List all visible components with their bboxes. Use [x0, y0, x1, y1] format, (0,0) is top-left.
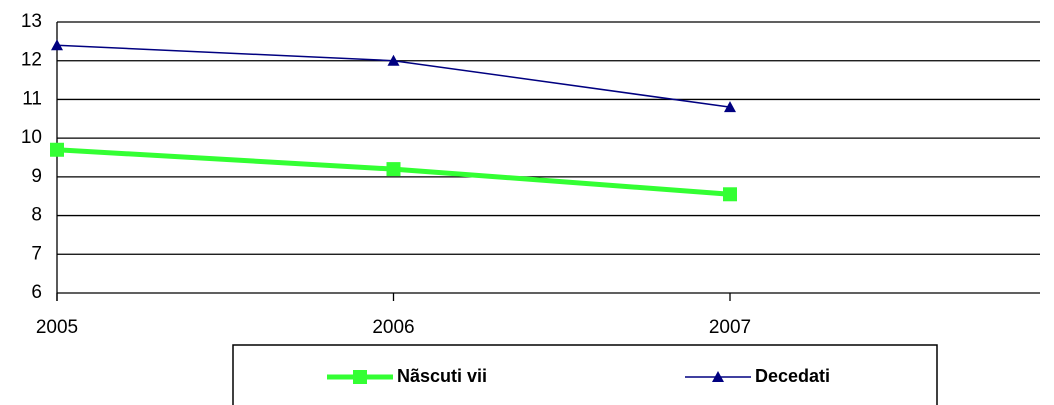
y-tick-label: 8 — [31, 205, 42, 226]
y-tick-label: 10 — [21, 127, 42, 148]
legend-marker — [712, 371, 724, 382]
point — [387, 54, 400, 66]
y-tick-label: 12 — [21, 50, 42, 71]
point — [50, 142, 64, 157]
y-tick-label: 13 — [21, 11, 42, 32]
y-tick-label: 7 — [31, 243, 42, 264]
x-tick-label: 2006 — [372, 317, 414, 338]
legend-marker — [353, 370, 367, 384]
point — [724, 101, 736, 113]
series-line — [56, 44, 731, 108]
legend-label: Nãscuti vii — [397, 366, 487, 386]
y-tick-label: 6 — [31, 282, 42, 303]
y-tick-label: 11 — [22, 88, 42, 109]
x-tick-label: 2007 — [709, 317, 751, 338]
point — [51, 39, 63, 51]
point — [386, 162, 401, 177]
point — [723, 187, 737, 202]
x-tick-label: 2005 — [36, 317, 78, 338]
y-tick-label: 9 — [31, 166, 42, 187]
legend-label: Decedati — [755, 366, 830, 386]
